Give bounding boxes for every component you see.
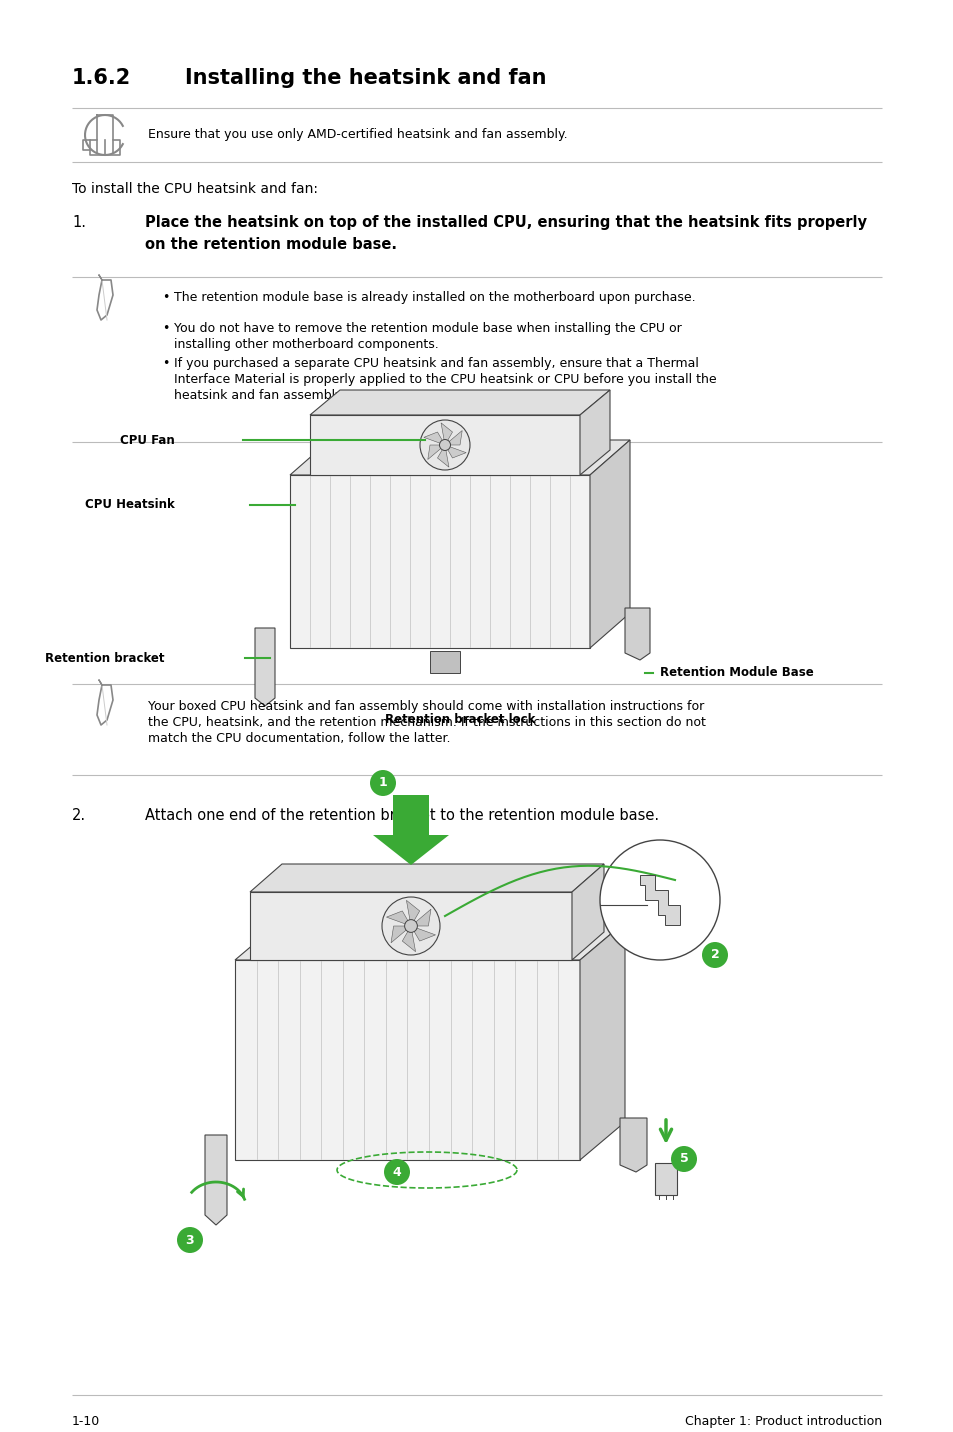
Text: 5: 5 [679,1153,688,1166]
Text: Your boxed CPU heatsink and fan assembly should come with installation instructi: Your boxed CPU heatsink and fan assembly… [148,700,703,713]
Text: 1.6.2: 1.6.2 [71,67,132,87]
FancyBboxPatch shape [430,652,459,673]
Text: 1.: 1. [71,215,86,231]
Polygon shape [572,863,603,959]
Text: •: • [162,291,170,304]
Text: 1-10: 1-10 [71,1415,100,1428]
Text: Interface Material is properly applied to the CPU heatsink or CPU before you ins: Interface Material is properly applied t… [173,372,716,387]
Polygon shape [589,440,629,649]
Text: To install the CPU heatsink and fan:: To install the CPU heatsink and fan: [71,182,317,196]
Polygon shape [310,415,579,475]
Text: match the CPU documentation, follow the latter.: match the CPU documentation, follow the … [148,732,450,745]
Polygon shape [373,795,449,865]
Text: The retention module base is already installed on the motherboard upon purchase.: The retention module base is already ins… [173,291,695,304]
Text: If you purchased a separate CPU heatsink and fan assembly, ensure that a Thermal: If you purchased a separate CPU heatsink… [173,357,699,369]
Polygon shape [437,445,449,467]
Text: 3: 3 [186,1233,194,1246]
Circle shape [701,942,727,968]
Polygon shape [290,475,589,649]
Polygon shape [579,390,609,475]
Polygon shape [427,445,444,460]
Polygon shape [234,959,579,1160]
Polygon shape [250,863,603,892]
Text: Attach one end of the retention bracket to the retention module base.: Attach one end of the retention bracket … [145,808,659,823]
Circle shape [384,1158,410,1186]
Polygon shape [411,927,436,941]
Polygon shape [406,901,419,927]
Polygon shape [386,911,411,927]
Text: Ensure that you use only AMD-certified heatsink and fan assembly.: Ensure that you use only AMD-certified h… [148,127,567,140]
Polygon shape [250,892,572,959]
Text: on the retention module base.: on the retention module base. [145,238,396,252]
Text: Retention bracket: Retention bracket [46,652,165,664]
Circle shape [381,896,439,955]
Circle shape [177,1227,203,1253]
Polygon shape [402,927,416,952]
Text: Retention bracket lock: Retention bracket lock [384,713,535,726]
Polygon shape [444,431,461,445]
Text: Place the heatsink on top of the installed CPU, ensuring that the heatsink fits : Place the heatsink on top of the install… [145,215,866,231]
Polygon shape [624,609,649,660]
Circle shape [670,1146,697,1171]
Text: 2: 2 [710,948,719,961]
Text: CPU Heatsink: CPU Heatsink [85,498,174,511]
Circle shape [439,440,450,451]
Text: the CPU, heatsink, and the retention mechanism. If the instructions in this sect: the CPU, heatsink, and the retention mec… [148,716,705,729]
Text: Installing the heatsink and fan: Installing the heatsink and fan [185,67,546,87]
Polygon shape [579,922,624,1160]
Polygon shape [639,875,679,925]
Polygon shape [205,1136,227,1224]
Text: CPU Fan: CPU Fan [120,434,174,447]
Polygon shape [440,422,452,445]
Text: •: • [162,357,170,369]
Polygon shape [310,390,609,415]
Text: •: • [162,322,170,335]
Polygon shape [234,922,624,959]
Polygon shape [411,909,431,927]
Text: 4: 4 [393,1166,401,1179]
Text: heatsink and fan assembly.: heatsink and fan assembly. [173,390,344,402]
Polygon shape [423,432,444,445]
Text: You do not have to remove the retention module base when installing the CPU or: You do not have to remove the retention … [173,322,681,335]
Text: installing other motherboard components.: installing other motherboard components. [173,338,438,351]
Text: Chapter 1: Product introduction: Chapter 1: Product introduction [684,1415,882,1428]
Polygon shape [254,629,274,706]
Polygon shape [290,440,629,475]
Text: 2.: 2. [71,808,86,823]
Circle shape [419,420,470,470]
Circle shape [404,919,417,932]
Text: 1: 1 [378,776,387,789]
Circle shape [370,770,395,796]
Text: Retention Module Base: Retention Module Base [659,666,813,680]
Circle shape [599,841,720,959]
Polygon shape [391,927,411,942]
Polygon shape [444,445,466,458]
FancyBboxPatch shape [655,1163,677,1194]
Polygon shape [619,1118,646,1171]
